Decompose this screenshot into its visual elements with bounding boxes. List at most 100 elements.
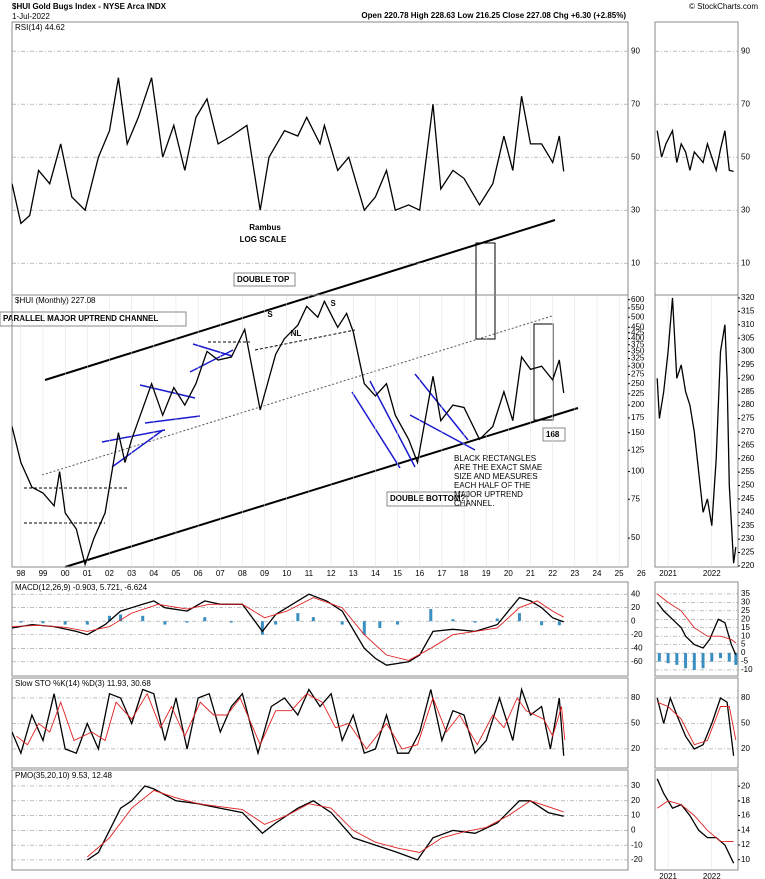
histogram-bar <box>378 621 382 628</box>
y-tick-label: 320 <box>741 293 755 302</box>
histogram-bar <box>451 619 455 622</box>
y-tick-label: -40 <box>631 643 643 652</box>
measure-rect <box>475 242 496 340</box>
y-tick-label: 40 <box>631 589 640 598</box>
plot-area <box>12 686 566 756</box>
y-tick-label: 16 <box>741 811 750 820</box>
y-tick-label: 220 <box>741 561 755 570</box>
y-tick-label: 90 <box>741 46 750 55</box>
y-tick-label: 30 <box>741 205 750 214</box>
y-tick-label: 245 <box>741 494 755 503</box>
histogram-bar <box>473 621 477 623</box>
x-tick-label: 21 <box>526 569 535 578</box>
y-tick-label: 20 <box>741 614 750 623</box>
y-tick-label: 425 <box>631 328 645 337</box>
panel-legend: Slow STO %K(14) %D(3) 11.93, 30.68 <box>15 679 151 688</box>
histogram-bar <box>495 618 499 622</box>
y-tick-label: 500 <box>631 312 645 321</box>
y-tick-label: 50 <box>631 719 640 728</box>
x-tick-label: 11 <box>305 569 314 578</box>
y-tick-label: 5 <box>741 640 746 649</box>
y-tick-label: 10 <box>741 855 750 864</box>
x-tick-label: 26 <box>637 569 646 578</box>
histogram-bar <box>666 653 670 664</box>
header-credit: © StockCharts.com <box>689 2 758 11</box>
y-tick-label: 20 <box>631 744 640 753</box>
callout-box <box>233 272 296 287</box>
series-line <box>16 692 566 750</box>
y-tick-label: 35 <box>741 589 750 598</box>
histogram-bar <box>41 621 45 624</box>
x-tick-label: 19 <box>482 569 491 578</box>
y-tick-label: 280 <box>741 400 755 409</box>
annotation: NL <box>291 329 302 338</box>
y-tick-label: 600 <box>631 295 645 304</box>
x-tick-label: 2021 <box>659 872 677 879</box>
x-tick-label: 00 <box>61 569 70 578</box>
header-quote: Open 220.78 High 228.63 Low 216.25 Close… <box>361 11 626 20</box>
y-tick-label: 450 <box>631 322 645 331</box>
x-tick-label: 13 <box>349 569 358 578</box>
y-tick-label: 0 <box>631 825 636 834</box>
x-tick-label: 17 <box>437 569 446 578</box>
annotation: 168 <box>546 430 560 439</box>
y-tick-label: 315 <box>741 306 755 315</box>
x-tick-label: 99 <box>39 569 48 578</box>
channel-bottom <box>64 407 579 568</box>
histogram-bar <box>719 653 723 659</box>
histogram-bar <box>119 614 123 622</box>
histogram-bar <box>362 621 366 635</box>
x-tick-label: 04 <box>149 569 158 578</box>
x-tick-label: 10 <box>282 569 291 578</box>
y-tick-label: 90 <box>631 46 640 55</box>
y-tick-label: 20 <box>741 781 750 790</box>
histogram-bar <box>141 615 145 622</box>
histogram-bar <box>692 653 696 670</box>
x-tick-label: 09 <box>260 569 269 578</box>
histogram-bar <box>517 613 521 622</box>
panel-frame <box>654 581 739 677</box>
panel: 10 30 50 70 90 RSI(14) 44.62 <box>11 21 640 296</box>
annotation: MAJOR UPTREND <box>454 490 523 499</box>
series-line <box>657 701 737 746</box>
y-tick-label: 18 <box>741 796 750 805</box>
series-line <box>656 800 734 842</box>
y-tick-label: 265 <box>741 440 755 449</box>
y-tick-label: 50 <box>631 152 640 161</box>
y-tick-label: -5 <box>741 657 749 666</box>
series-line <box>12 299 565 567</box>
histogram-bar <box>557 621 561 626</box>
y-tick-label: 50 <box>741 152 750 161</box>
series-line <box>656 593 737 644</box>
histogram-bar <box>274 621 278 625</box>
plot-area <box>12 593 564 666</box>
measure-rect <box>533 323 554 421</box>
x-tick-label: 05 <box>172 569 181 578</box>
y-tick-label: 225 <box>741 548 755 557</box>
y-tick-label: 275 <box>631 370 645 379</box>
y-tick-label: 10 <box>631 258 640 267</box>
annotation: S <box>330 299 336 308</box>
y-tick-label: 285 <box>741 387 755 396</box>
series-line <box>12 686 565 756</box>
y-tick-label: 375 <box>631 340 645 349</box>
panel: 20 50 80 Slow STO %K(14) %D(3) 11.93, 30.68 <box>11 677 640 769</box>
y-tick-label: 350 <box>631 347 645 356</box>
histogram-bar <box>185 621 189 623</box>
x-tick-label: 02 <box>105 569 114 578</box>
y-tick-label: 240 <box>741 507 755 516</box>
y-tick-label: 235 <box>741 521 755 530</box>
series-line <box>656 128 734 173</box>
x-tick-label: 08 <box>238 569 247 578</box>
y-tick-label: 250 <box>741 481 755 490</box>
x-tick-label: 2022 <box>703 569 721 578</box>
panel-frame <box>11 581 629 677</box>
y-tick-label: 70 <box>631 99 640 108</box>
y-tick-label: -20 <box>631 855 643 864</box>
series-line <box>87 789 564 858</box>
channel-top <box>44 219 556 381</box>
x-tick-label: 16 <box>415 569 424 578</box>
x-tick-label: 23 <box>570 569 579 578</box>
histogram-bar <box>710 653 714 662</box>
panel-legend: $HUI (Monthly) 227.08 <box>15 296 96 305</box>
